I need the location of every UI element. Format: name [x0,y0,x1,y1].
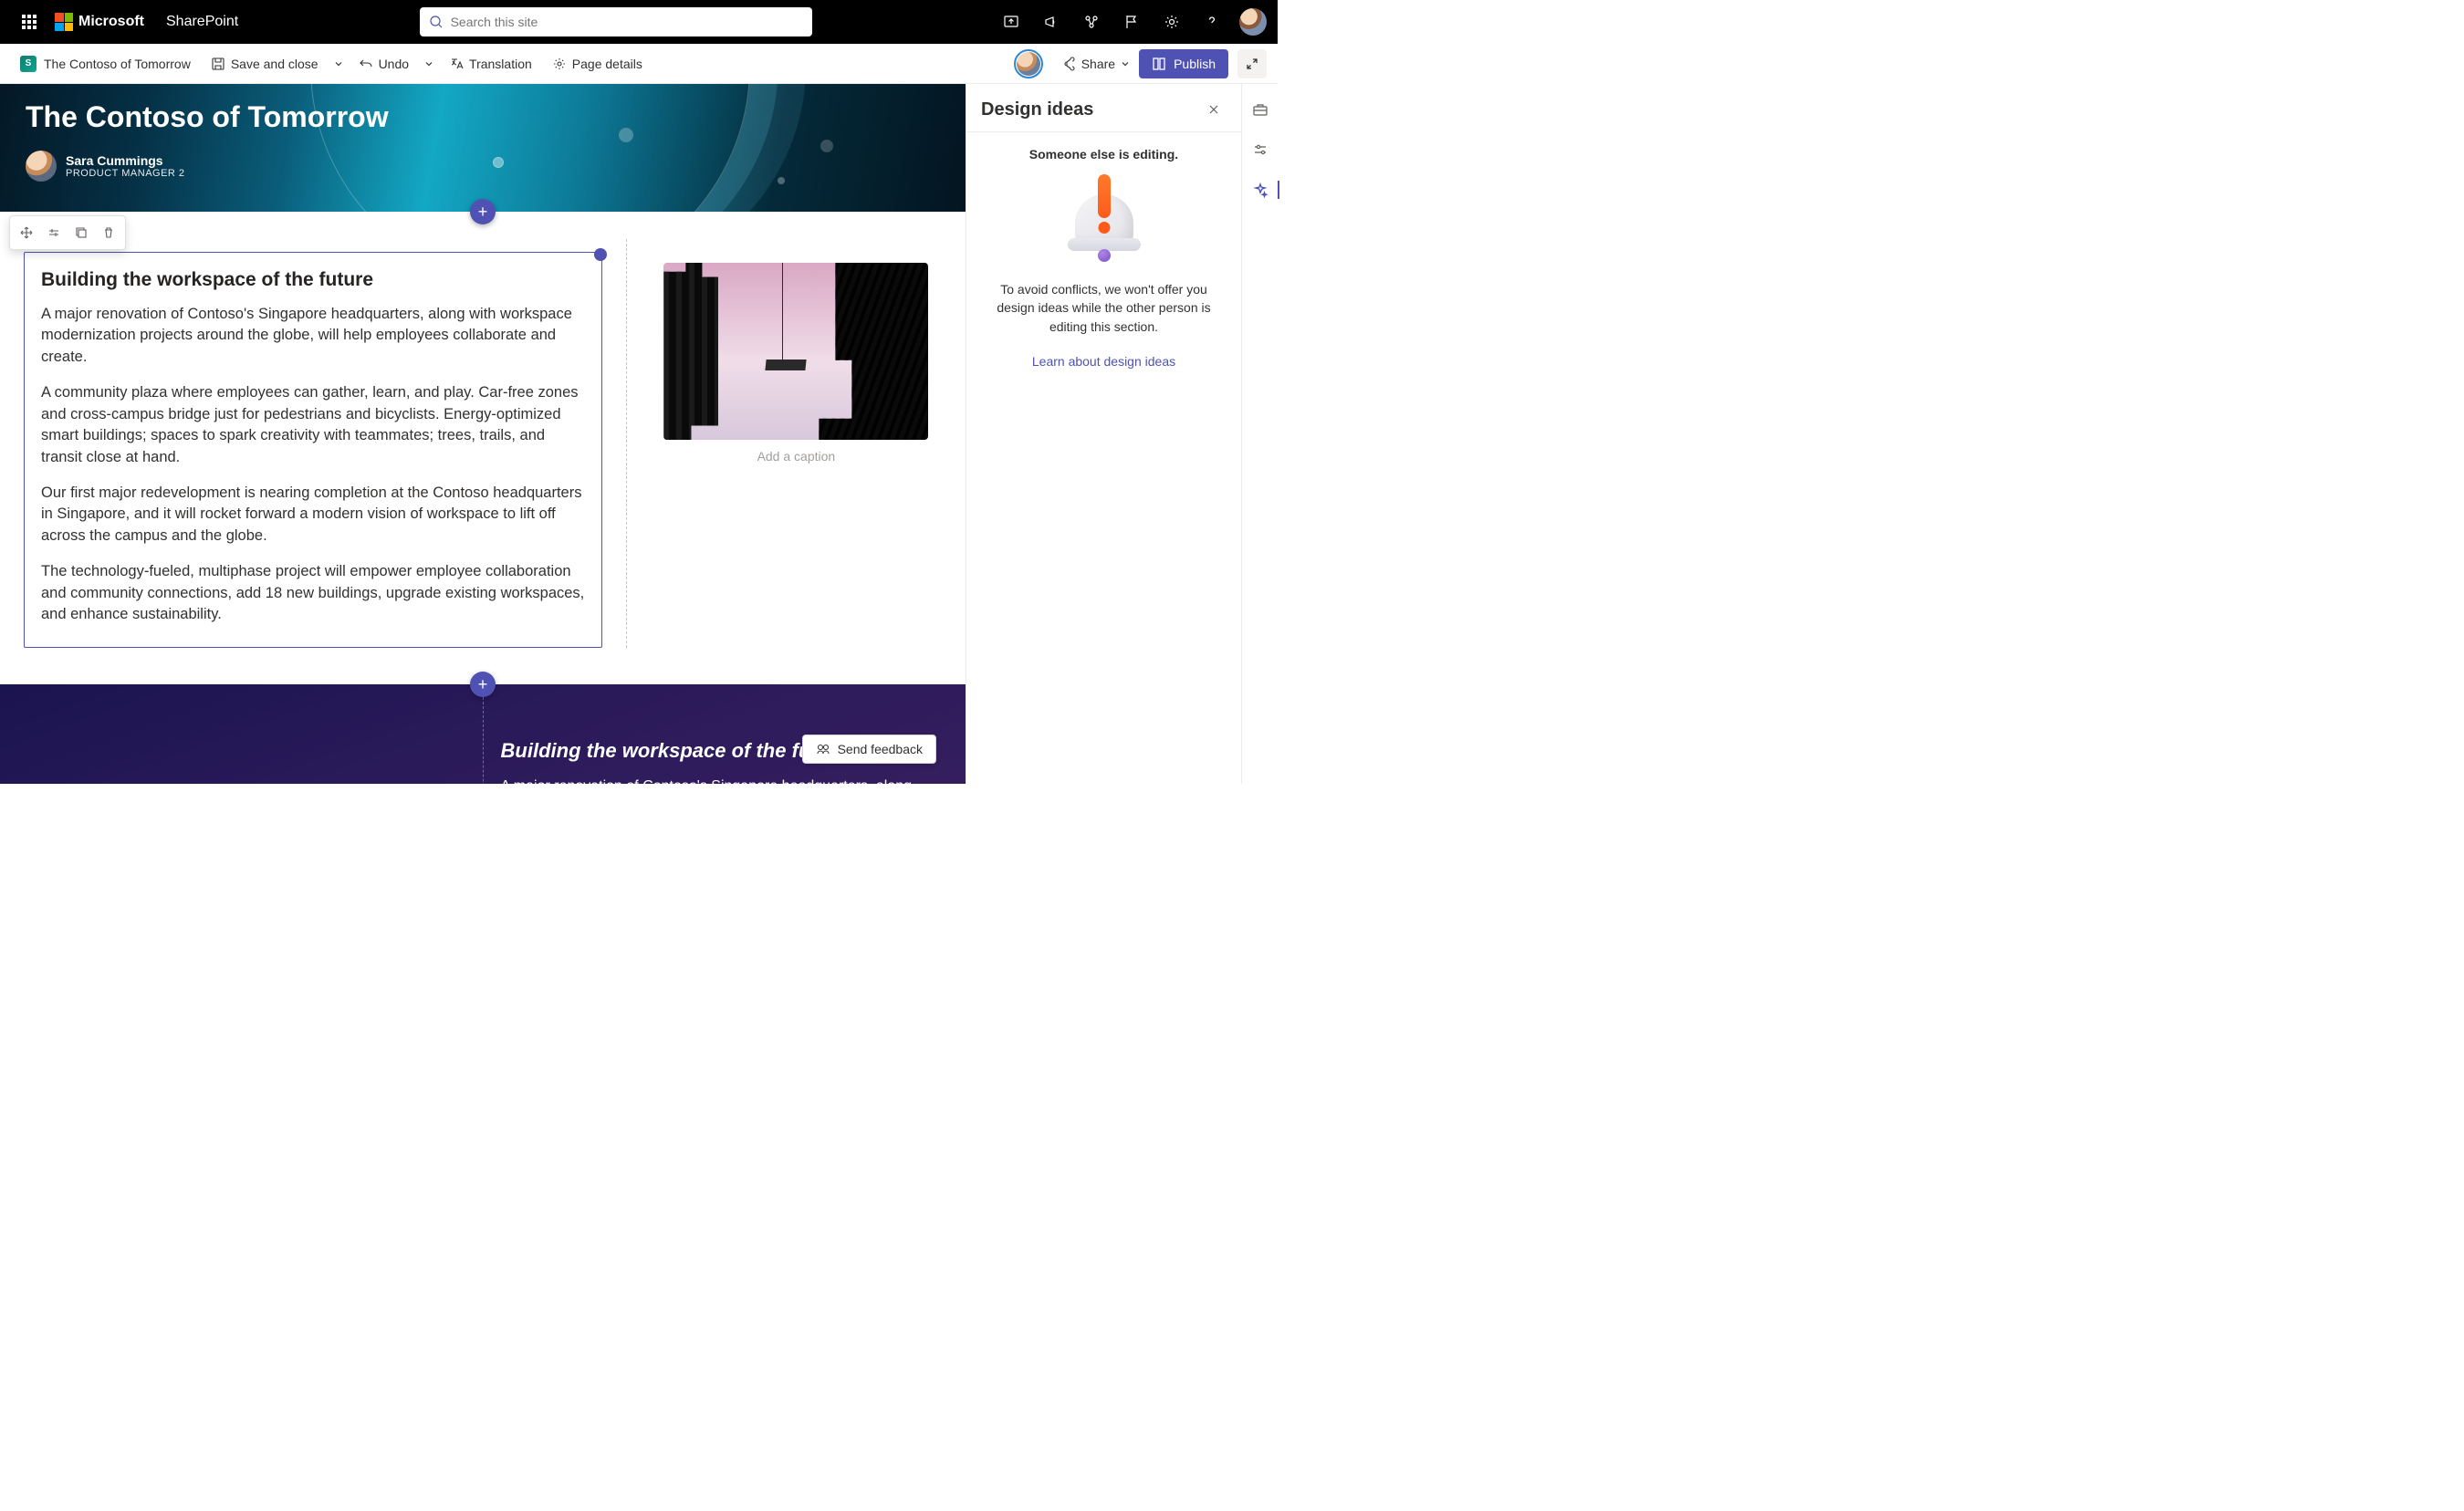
send-feedback-button[interactable]: Send feedback [802,735,936,764]
page-title[interactable]: The Contoso of Tomorrow [26,100,940,134]
flag-icon[interactable] [1113,0,1150,44]
pane-header: Design ideas [966,84,1241,131]
megaphone-icon[interactable] [1033,0,1070,44]
coauthor-avatar[interactable] [1014,49,1043,78]
sliders-icon[interactable] [1246,135,1275,164]
feedback-icon [816,742,830,756]
section-1: + Building the workspace of the future A… [0,212,966,684]
command-bar: The Contoso of Tomorrow Save and close U… [0,44,1278,84]
column-right: Add a caption [651,239,942,648]
design-ideas-pane: Design ideas Someone else is editing. To… [966,84,1241,784]
close-icon [1207,103,1220,116]
crane-decoration [782,263,783,363]
undo-button[interactable]: Undo [350,49,418,78]
column-left: Building the workspace of the future A m… [24,239,602,648]
dark-p1[interactable]: A major renovation of Contoso's Singapor… [501,776,929,784]
toolbox-icon[interactable] [1246,95,1275,124]
close-pane-button[interactable] [1201,97,1227,122]
move-icon[interactable] [14,220,39,245]
pane-title: Design ideas [981,99,1093,120]
undo-icon [359,57,373,71]
pane-body: Someone else is editing. To avoid confli… [966,132,1241,383]
author-avatar [26,151,57,182]
me-avatar[interactable] [1239,8,1267,36]
app-name: SharePoint [166,14,238,30]
translation-icon [449,57,464,71]
brand-text: Microsoft [78,14,144,30]
article-p4[interactable]: The technology-fueled, multiphase projec… [41,561,585,625]
article-p3[interactable]: Our first major redevelopment is nearing… [41,483,585,547]
article-p1[interactable]: A major renovation of Contoso's Singapor… [41,304,585,368]
upload-icon[interactable] [993,0,1029,44]
image-caption[interactable]: Add a caption [757,449,836,464]
chevron-down-icon [1121,59,1130,68]
publish-button[interactable]: Publish [1139,49,1228,78]
site-icon [20,56,37,72]
pane-info-text: To avoid conflicts, we won't offer you d… [985,280,1223,336]
collapse-pane-button[interactable] [1237,49,1267,78]
author-name: Sara Cummings [66,153,185,168]
main-row: The Contoso of Tomorrow Sara Cummings PR… [0,84,1278,784]
property-rail [1241,84,1278,784]
duplicate-icon[interactable] [68,220,94,245]
search-icon [429,15,444,29]
page-details-button[interactable]: Page details [543,49,652,78]
save-chevron[interactable] [329,59,348,68]
crane-decoration [766,360,807,370]
text-webpart[interactable]: Building the workspace of the future A m… [24,252,602,648]
add-section-bottom[interactable]: + [470,672,496,697]
gear-icon [552,57,567,71]
page-hero: The Contoso of Tomorrow Sara Cummings PR… [0,84,966,212]
site-name: The Contoso of Tomorrow [44,57,191,71]
undo-chevron[interactable] [420,59,438,68]
app-root: Microsoft SharePoint The Contoso of Tomo… [0,0,1278,784]
author-role: PRODUCT MANAGER 2 [66,168,185,179]
publish-icon [1152,57,1166,71]
search-input[interactable] [451,15,803,29]
add-section-top[interactable]: + [470,199,496,224]
image-webpart[interactable] [663,263,928,440]
article-heading[interactable]: Building the workspace of the future [41,269,585,291]
share-button[interactable]: Share [1054,49,1137,78]
dark-divider [483,697,484,784]
search-box[interactable] [420,7,812,36]
edit-icon[interactable] [41,220,67,245]
suite-header: Microsoft SharePoint [0,0,1278,44]
site-breadcrumb[interactable]: The Contoso of Tomorrow [11,49,200,78]
help-icon[interactable] [1194,0,1230,44]
design-ideas-icon[interactable] [1246,175,1275,204]
microsoft-logo-icon [55,13,73,31]
learn-more-link[interactable]: Learn about design ideas [985,354,1223,369]
amplify-icon[interactable] [1073,0,1110,44]
save-button[interactable]: Save and close [202,49,328,78]
editing-message: Someone else is editing. [985,147,1223,162]
delete-icon[interactable] [96,220,121,245]
webpart-toolbar [9,215,126,250]
search-wrap [238,7,993,36]
share-icon [1061,57,1076,71]
waffle-icon [22,15,37,29]
save-icon [211,57,225,71]
suite-actions [993,0,1267,44]
column-divider [626,239,627,648]
settings-icon[interactable] [1154,0,1190,44]
collapse-icon [1246,57,1258,70]
alert-bell-icon [1068,178,1141,260]
article-p2[interactable]: A community plaza where employees can ga… [41,382,585,468]
translation-button[interactable]: Translation [440,49,541,78]
app-launcher[interactable] [7,0,51,44]
page-author[interactable]: Sara Cummings PRODUCT MANAGER 2 [26,151,940,182]
page-canvas[interactable]: The Contoso of Tomorrow Sara Cummings PR… [0,84,966,784]
microsoft-logo: Microsoft [55,13,144,31]
